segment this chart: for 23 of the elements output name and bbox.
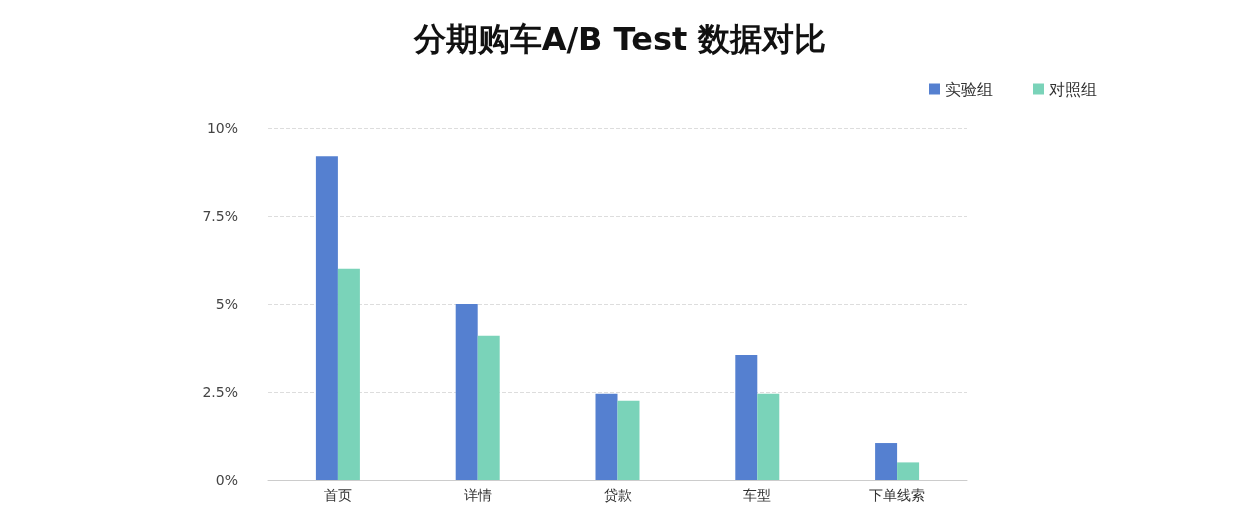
- x-tick-label: 详情: [463, 487, 492, 503]
- bar: [595, 393, 618, 480]
- bar: [337, 268, 360, 480]
- legend-label: 对照组: [1049, 79, 1097, 99]
- chart-title: 分期购车A/B Test 数据对比: [412, 20, 827, 58]
- x-tick-label: 首页: [323, 487, 352, 503]
- y-tick-label: 2.5%: [202, 384, 238, 400]
- bar: [617, 400, 640, 480]
- y-tick-label: 5%: [215, 296, 238, 312]
- bar: [735, 355, 758, 480]
- legend-label: 实验组: [945, 79, 993, 99]
- bar: [455, 304, 478, 480]
- x-tick-label: 下单线索: [869, 487, 926, 503]
- x-tick-label: 贷款: [603, 487, 632, 503]
- bar: [897, 462, 920, 480]
- x-tick-label: 车型: [743, 487, 772, 503]
- y-tick-label: 0%: [215, 472, 238, 488]
- bar: [477, 335, 500, 480]
- y-tick-label: 10%: [206, 120, 238, 136]
- y-tick-label: 7.5%: [202, 208, 238, 224]
- bar: [315, 156, 338, 480]
- bar: [875, 443, 898, 480]
- bar: [757, 393, 780, 480]
